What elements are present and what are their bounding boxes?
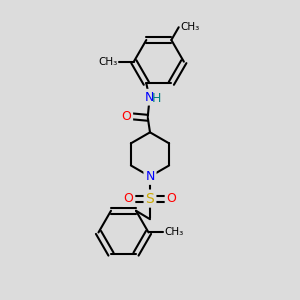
Text: O: O xyxy=(124,192,134,205)
Text: CH₃: CH₃ xyxy=(98,57,118,67)
Text: S: S xyxy=(146,192,154,206)
Text: O: O xyxy=(122,110,131,123)
Text: N: N xyxy=(145,170,155,183)
Text: CH₃: CH₃ xyxy=(180,22,200,32)
Text: N: N xyxy=(145,91,154,104)
Text: O: O xyxy=(167,192,176,205)
Text: CH₃: CH₃ xyxy=(165,227,184,237)
Text: H: H xyxy=(152,92,161,105)
